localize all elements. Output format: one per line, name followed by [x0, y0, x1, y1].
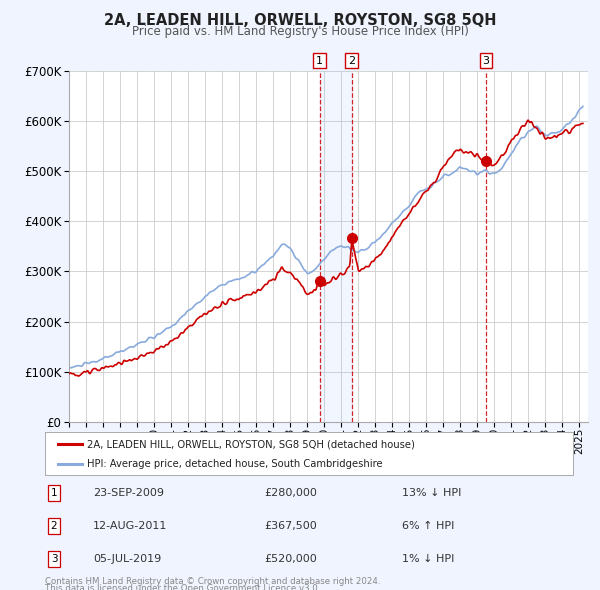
Text: 12-AUG-2011: 12-AUG-2011 — [93, 522, 167, 531]
Text: 2: 2 — [348, 55, 355, 65]
Text: 2: 2 — [50, 522, 58, 531]
Text: 1% ↓ HPI: 1% ↓ HPI — [402, 555, 454, 564]
Text: 1: 1 — [316, 55, 323, 65]
Text: 23-SEP-2009: 23-SEP-2009 — [93, 488, 164, 497]
Text: £367,500: £367,500 — [264, 522, 317, 531]
Text: 3: 3 — [482, 55, 490, 65]
Text: 13% ↓ HPI: 13% ↓ HPI — [402, 488, 461, 497]
Text: £520,000: £520,000 — [264, 555, 317, 564]
Text: Price paid vs. HM Land Registry's House Price Index (HPI): Price paid vs. HM Land Registry's House … — [131, 25, 469, 38]
Text: 1: 1 — [50, 488, 58, 497]
Text: HPI: Average price, detached house, South Cambridgeshire: HPI: Average price, detached house, Sout… — [87, 460, 383, 469]
Bar — [320, 71, 352, 422]
Text: 05-JUL-2019: 05-JUL-2019 — [93, 555, 161, 564]
Text: 6% ↑ HPI: 6% ↑ HPI — [402, 522, 454, 531]
Text: This data is licensed under the Open Government Licence v3.0.: This data is licensed under the Open Gov… — [45, 584, 320, 590]
Text: £280,000: £280,000 — [264, 488, 317, 497]
Text: 2A, LEADEN HILL, ORWELL, ROYSTON, SG8 5QH (detached house): 2A, LEADEN HILL, ORWELL, ROYSTON, SG8 5Q… — [87, 440, 415, 450]
Text: Contains HM Land Registry data © Crown copyright and database right 2024.: Contains HM Land Registry data © Crown c… — [45, 577, 380, 586]
Text: 2A, LEADEN HILL, ORWELL, ROYSTON, SG8 5QH: 2A, LEADEN HILL, ORWELL, ROYSTON, SG8 5Q… — [104, 13, 496, 28]
Text: 3: 3 — [50, 555, 58, 564]
